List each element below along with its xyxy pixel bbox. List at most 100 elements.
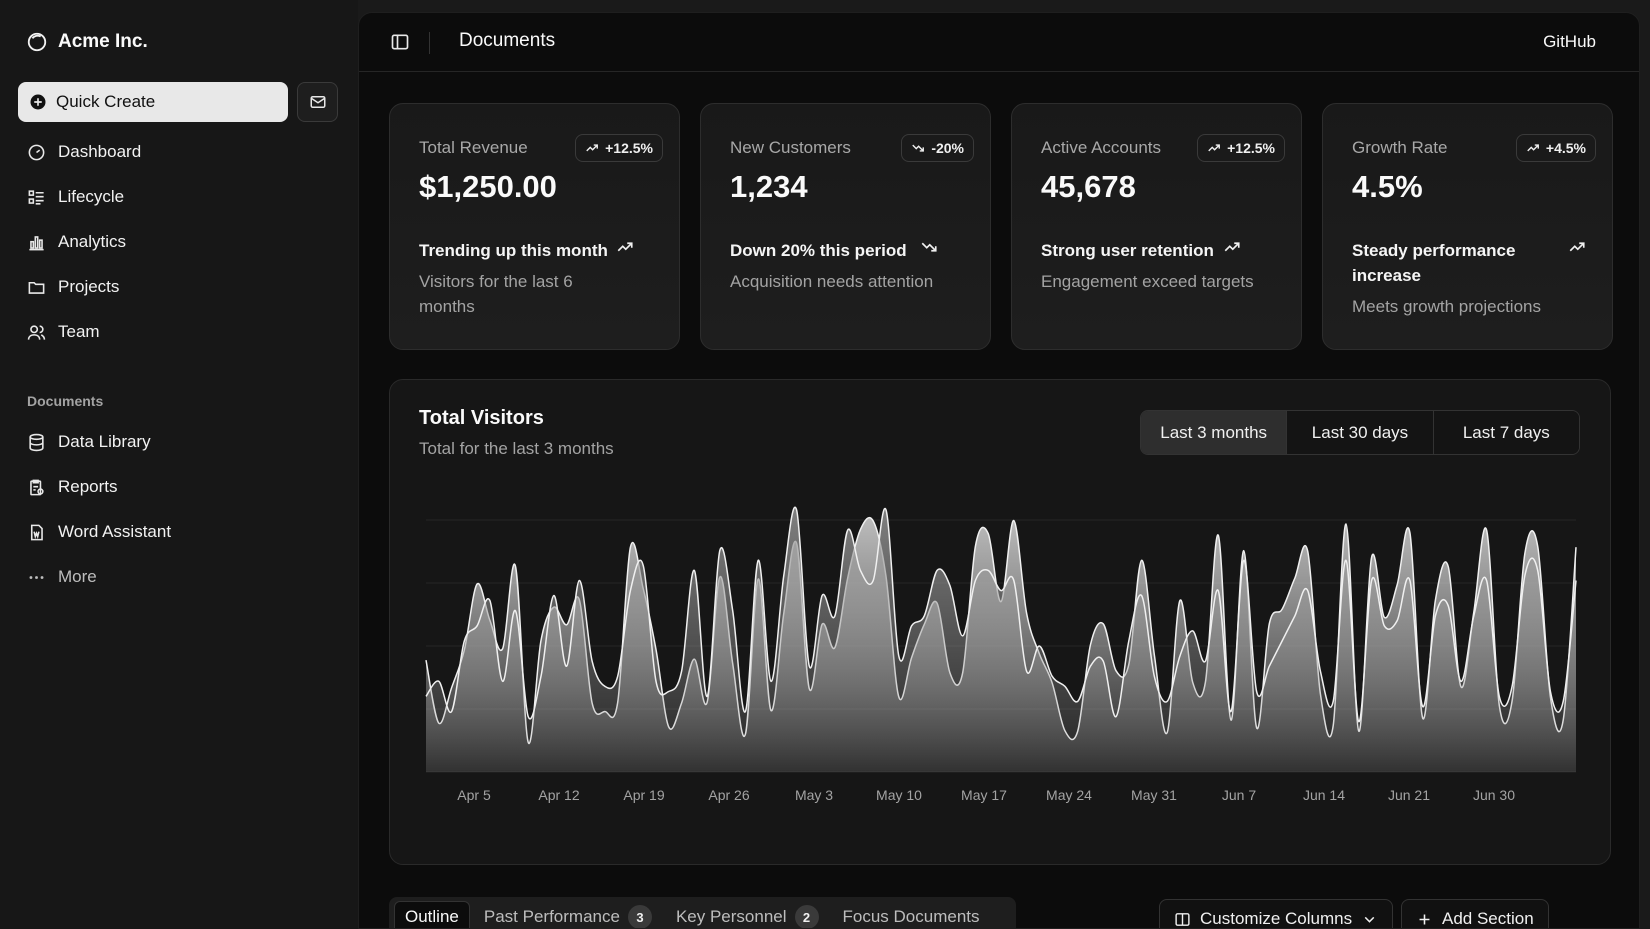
folder-icon (28, 281, 45, 294)
mail-icon (310, 96, 325, 108)
plus-icon (1419, 914, 1430, 924)
tab-outline[interactable]: Outline (394, 901, 470, 928)
sidebar-item-label: Reports (58, 477, 118, 496)
sidebar-item-lifecycle[interactable]: Lifecycle (18, 178, 340, 216)
trending-up-icon (617, 242, 633, 252)
x-tick-label: Apr 5 (457, 787, 491, 803)
x-tick-label: May 31 (1131, 787, 1177, 803)
columns-icon (1175, 912, 1190, 926)
main-panel: Documents GitHub Total Revenue +12.5% $1… (358, 12, 1640, 929)
sidebar-item-data-library[interactable]: Data Library (18, 423, 340, 461)
stat-card-new-customers: New Customers -20% 1,234 Down 20% this p… (700, 103, 991, 350)
card-value: 4.5% (1352, 169, 1423, 204)
card-footer-title: Trending up this month (419, 241, 608, 260)
x-tick-label: May 24 (1046, 787, 1092, 803)
chevron-down-icon (1364, 916, 1375, 923)
trending-up-icon (1224, 242, 1240, 252)
trending-up-icon (1527, 144, 1539, 152)
stat-card-total-revenue: Total Revenue +12.5% $1,250.00 Trending … (389, 103, 680, 350)
sidebar-item-analytics[interactable]: Analytics (18, 223, 340, 261)
card-footer-desc: Acquisition needs attention (730, 272, 934, 291)
inbox-button[interactable] (297, 82, 338, 122)
card-footer-desc: Meets growth projections (1352, 297, 1541, 316)
github-link[interactable]: GitHub (1543, 32, 1596, 51)
tab-key-personnel[interactable]: Key Personnel 2 (666, 901, 829, 928)
card-title: Total Revenue (419, 138, 528, 157)
sidebar-item-dashboard[interactable]: Dashboard (18, 133, 340, 171)
topbar-divider (429, 32, 430, 54)
gauge-icon (28, 144, 45, 160)
more-dots-icon (29, 575, 44, 579)
documents-section-label: Documents (27, 393, 104, 409)
card-footer-title: Steady performance increase (1352, 241, 1516, 285)
sidebar-item-label: Projects (58, 277, 120, 296)
x-tick-label: Jun 30 (1473, 787, 1515, 803)
trending-down-icon (921, 242, 937, 252)
x-tick-label: Apr 19 (623, 787, 664, 803)
quick-create-button[interactable]: Quick Create (18, 82, 288, 122)
customize-columns-label: Customize Columns (1200, 909, 1353, 928)
card-footer-desc: Visitors for the last 6 months (419, 272, 573, 316)
badge-value: +12.5% (1227, 140, 1275, 156)
sidebar-item-team[interactable]: Team (18, 313, 340, 351)
tab-count-badge: 2 (794, 905, 819, 928)
badge-value: -20% (931, 140, 964, 156)
x-tick-label: Apr 12 (538, 787, 579, 803)
tab-focus-documents[interactable]: Focus Documents (833, 901, 990, 928)
trend-badge: +12.5% (575, 134, 663, 162)
card-title: Active Accounts (1041, 138, 1162, 157)
sidebar-item-label: Lifecycle (58, 187, 125, 206)
sidebar-item-more[interactable]: More (18, 558, 340, 596)
chart-subtitle: Total for the last 3 months (419, 439, 614, 458)
card-value: $1,250.00 (419, 169, 557, 204)
file-word-icon (30, 524, 43, 540)
trending-up-icon (1569, 242, 1585, 252)
card-title: Growth Rate (1352, 138, 1448, 157)
circle-logo-icon (27, 32, 47, 52)
trend-badge: +4.5% (1515, 134, 1596, 162)
tab-label: Focus Documents (842, 907, 980, 926)
sidebar-item-word-assistant[interactable]: Word Assistant (18, 513, 340, 551)
document-tabs: Outline Past Performance 3 Key Personnel… (389, 897, 1016, 928)
add-section-label: Add Section (1442, 909, 1534, 928)
visitors-area-chart: Apr 5 Apr 12 Apr 19 Apr 26 May 3 May 10 May 17… (425, 506, 1577, 803)
users-icon (27, 324, 46, 340)
brand-name: Acme Inc. (58, 31, 148, 52)
topbar: Documents GitHub (359, 13, 1639, 72)
sidebar-item-label: Word Assistant (58, 522, 172, 541)
trend-badge: +12.5% (1197, 134, 1285, 162)
sidebar: Acme Inc. Quick Create Dashboard Lifecyc… (0, 0, 358, 929)
trend-badge: -20% (901, 134, 974, 162)
range-last-3-months[interactable]: Last 3 months (1141, 411, 1288, 454)
stat-card-active-accounts: Active Accounts +12.5% 45,678 Strong use… (1011, 103, 1302, 350)
range-last-7-days[interactable]: Last 7 days (1433, 411, 1579, 454)
badge-value: +4.5% (1545, 140, 1586, 156)
sidebar-item-projects[interactable]: Projects (18, 268, 340, 306)
sidebar-item-label: Team (58, 322, 100, 341)
card-footer-desc: Engagement exceed targets (1041, 272, 1254, 291)
trending-up-icon (586, 144, 599, 152)
customize-columns-button[interactable]: Customize Columns (1159, 899, 1394, 928)
x-tick-label: Jun 21 (1388, 787, 1430, 803)
sidebar-item-label: Analytics (58, 232, 127, 251)
report-icon (30, 479, 44, 495)
series-area-primary-line (425, 516, 1577, 745)
chart-title: Total Visitors (419, 407, 544, 429)
tab-past-performance[interactable]: Past Performance 3 (474, 901, 662, 928)
sidebar-item-label: More (58, 567, 97, 586)
series-area-secondary (426, 507, 1576, 772)
sidebar-item-label: Dashboard (58, 142, 142, 161)
list-icon (28, 189, 44, 205)
brand[interactable]: Acme Inc. (26, 28, 148, 56)
range-last-30-days[interactable]: Last 30 days (1287, 411, 1434, 454)
sidebar-item-reports[interactable]: Reports (18, 468, 340, 506)
x-tick-label: May 17 (961, 787, 1007, 803)
stat-card-growth-rate: Growth Rate +4.5% 4.5% Steady performanc… (1322, 103, 1613, 350)
badge-value: +12.5% (605, 140, 653, 156)
card-value: 1,234 (730, 169, 808, 204)
sidebar-toggle-icon[interactable] (390, 32, 410, 52)
add-section-button[interactable]: Add Section (1401, 899, 1549, 928)
tab-label: Key Personnel (675, 907, 787, 926)
total-visitors-panel: Apr 5 Apr 12 Apr 19 Apr 26 May 3 May 10 May 17… (389, 379, 1611, 865)
plus-circle-icon (30, 94, 46, 110)
